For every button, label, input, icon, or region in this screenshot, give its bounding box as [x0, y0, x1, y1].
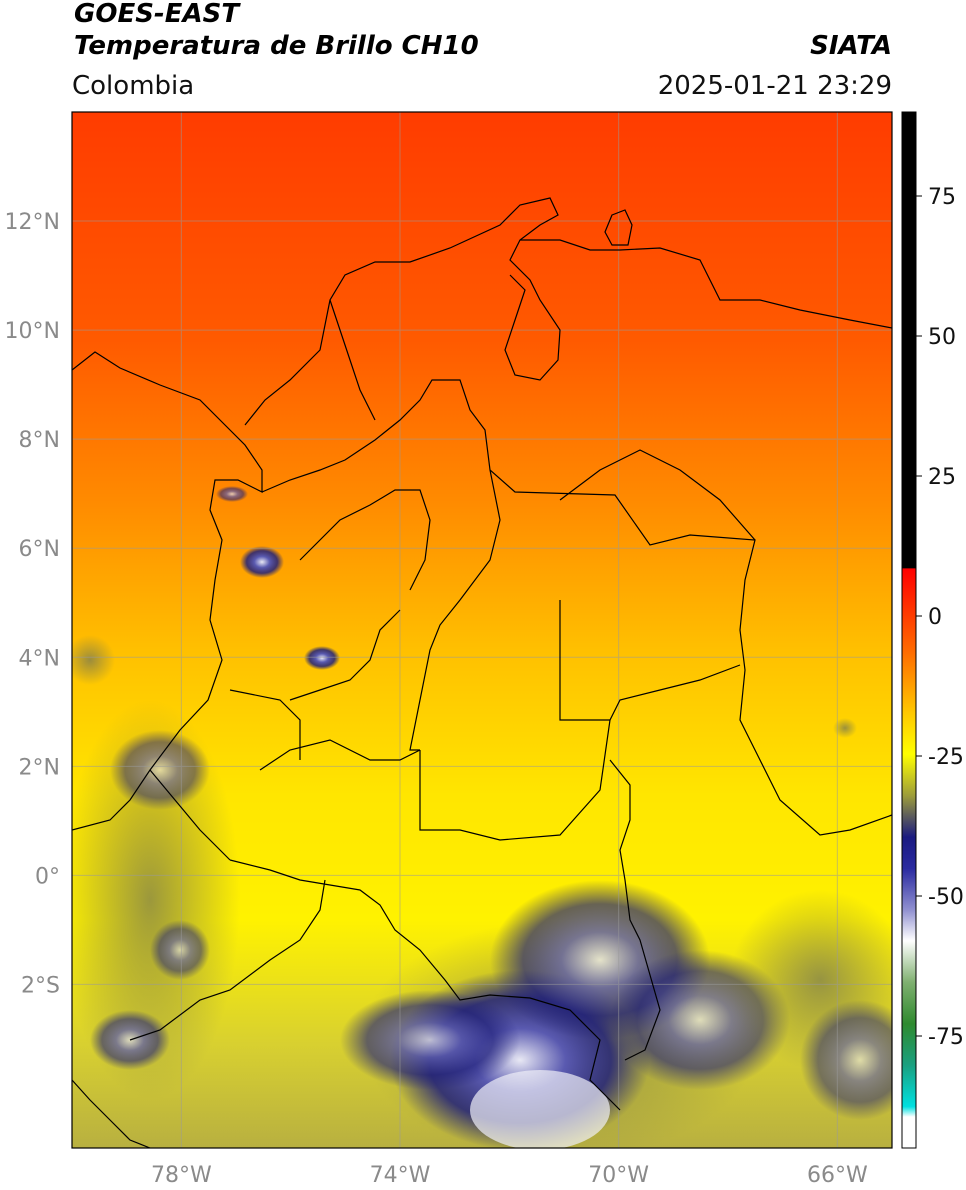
colorbar-tick-label: 25 — [928, 465, 956, 490]
colorbar — [902, 112, 916, 1148]
graticule — [72, 112, 892, 1148]
longitude-axis: 78°W 74°W 70°W 66°W — [151, 1163, 868, 1188]
brightness-temperature-image — [72, 112, 892, 1148]
lat-tick-label: 6°N — [19, 537, 60, 562]
lat-tick-label: 4°N — [19, 646, 60, 671]
colorbar-frame — [901, 111, 917, 1149]
lat-tick-label: 0° — [35, 864, 60, 889]
lon-tick-label: 78°W — [151, 1163, 212, 1188]
colorbar-axis: 75 50 25 0 -25 -50 -75 — [916, 185, 964, 1050]
satellite-title: GOES-EAST — [74, 0, 240, 29]
product-title: Temperatura de Brillo CH10 — [74, 31, 479, 61]
colorbar-tick-label: -25 — [928, 745, 964, 770]
colorbar-tick-label: 75 — [928, 185, 956, 210]
lat-tick-label: 2°N — [19, 755, 60, 780]
colorbar-tick-label: 50 — [928, 325, 956, 350]
lon-tick-label: 66°W — [807, 1163, 868, 1188]
lon-tick-label: 74°W — [370, 1163, 431, 1188]
map-frame — [71, 111, 893, 1149]
colorbar-tick-label: -50 — [928, 885, 964, 910]
colorbar-tick-label: 0 — [928, 605, 942, 630]
latitude-axis: 12°N 10°N 8°N 6°N 4°N 2°N 0° 2°S — [5, 210, 60, 998]
lat-tick-label: 12°N — [5, 210, 60, 235]
colorbar-tick-label: -75 — [928, 1025, 964, 1050]
datetime-label: 2025-01-21 23:29 — [657, 71, 892, 101]
lon-tick-label: 70°W — [588, 1163, 649, 1188]
lat-tick-label: 2°S — [21, 973, 60, 998]
region-label: Colombia — [72, 71, 195, 101]
lat-tick-label: 10°N — [5, 319, 60, 344]
lat-tick-label: 8°N — [19, 428, 60, 453]
coastlines-and-borders — [72, 197, 892, 1148]
organization-label: SIATA — [810, 31, 892, 61]
